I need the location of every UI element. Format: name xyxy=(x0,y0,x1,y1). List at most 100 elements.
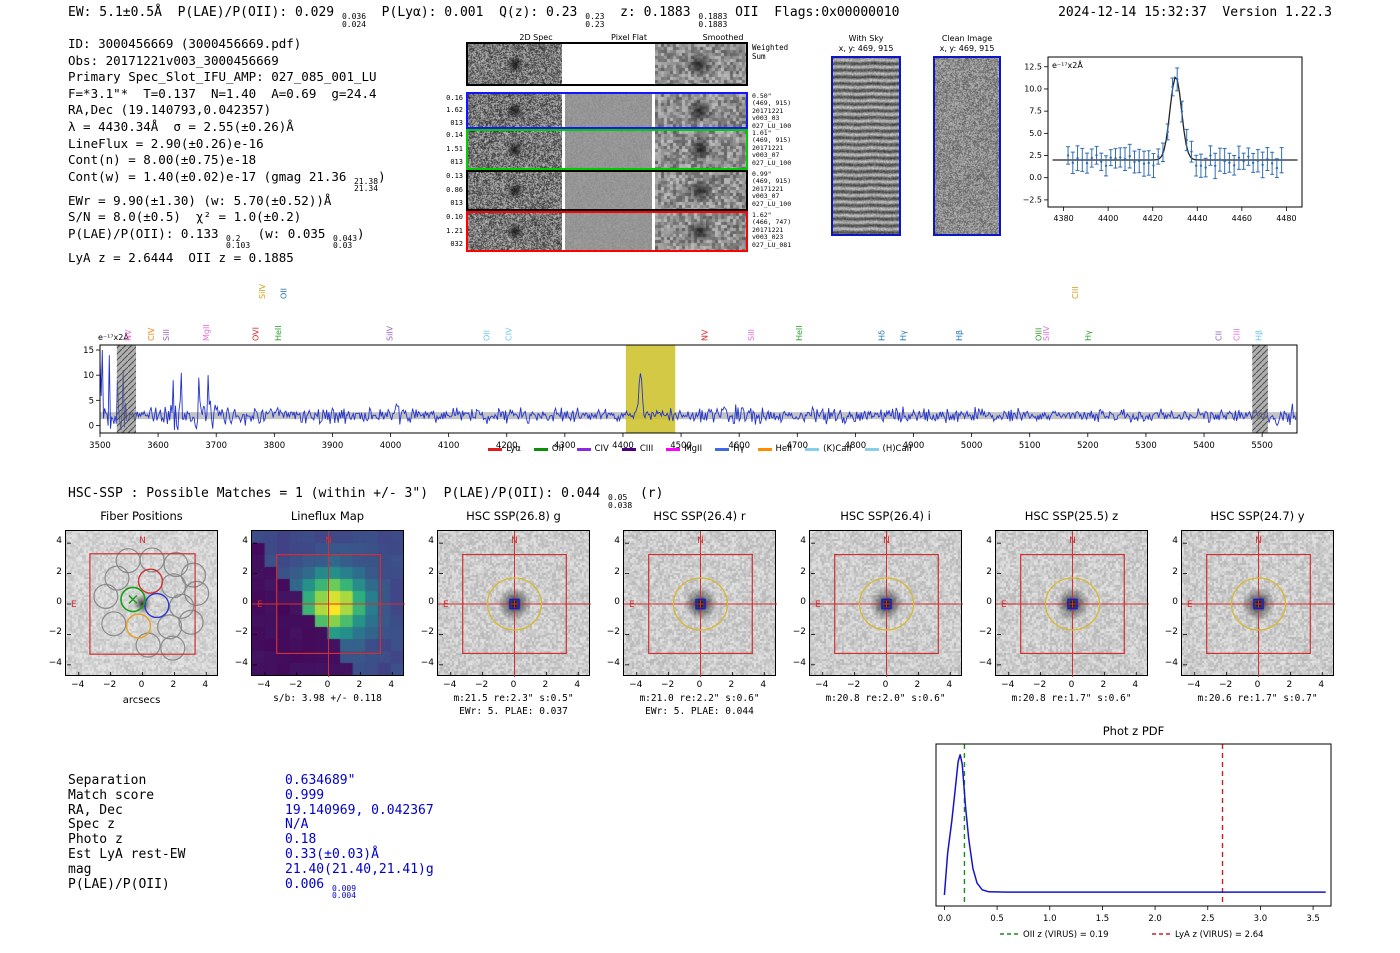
tick-label: 3.0 xyxy=(1254,914,1268,924)
spec2d-col-title: Smoothed xyxy=(702,33,744,42)
emission-line-label: SiIV xyxy=(385,325,394,341)
tick-label: 4100 xyxy=(438,441,460,451)
info-line: F=*3.1"* T=0.137 N=1.40 A=0.69 g=24.4 xyxy=(68,85,377,101)
cutout-overlay: NE xyxy=(624,531,777,677)
info-line: RA,Dec (19.140793,0.042357) xyxy=(68,102,272,118)
compass-east-label: E xyxy=(629,600,635,610)
data-point xyxy=(1176,78,1179,81)
tick-label: 10.0 xyxy=(1024,84,1042,93)
data-point xyxy=(1133,160,1136,164)
tick-label: −2 xyxy=(846,680,861,690)
tick-label: −2 xyxy=(978,627,992,638)
tick-label: 2.0 xyxy=(1148,914,1162,924)
tick-label: 0.0 xyxy=(938,914,952,924)
match-field-value: 0.999 xyxy=(285,787,325,803)
aperture-ellipse xyxy=(672,577,729,631)
compass-north-label: N xyxy=(1255,536,1262,546)
sky-panel-image xyxy=(831,56,901,236)
tick-label: 4 xyxy=(574,680,581,690)
legend-color-swatch xyxy=(533,447,548,451)
tick-label: −2 xyxy=(48,627,62,638)
tick-label: 4 xyxy=(946,680,953,690)
tick-label: 2.5 xyxy=(1029,151,1042,160)
info-line: Obs: 20171221v003_3000456669 xyxy=(68,52,279,68)
tick-label: −2 xyxy=(420,627,434,638)
emission-line-label: CIV xyxy=(147,327,156,341)
spec2d-strip-smoothed xyxy=(655,131,746,168)
tick-label: 2 xyxy=(914,680,921,690)
tick-label: −4 xyxy=(48,657,62,668)
tick-label: −4 xyxy=(629,680,643,690)
extraction-box xyxy=(1206,553,1311,655)
spec2d-row xyxy=(466,170,748,211)
tick-label: −4 xyxy=(1164,657,1178,668)
legend-item: (K)CaII xyxy=(805,444,852,454)
tick-label: 2 xyxy=(242,566,248,577)
tick-label: 3.5 xyxy=(1306,914,1320,924)
spec2d-strip-pixelflat xyxy=(565,131,652,168)
tick-label: 0 xyxy=(986,597,992,607)
tick-label: 4200 xyxy=(496,441,518,451)
emission-line-label: SiII xyxy=(747,329,756,341)
tick-label: 3800 xyxy=(264,441,286,451)
data-point xyxy=(1138,159,1141,163)
cutout-caption: s/b: 3.98 +/- 0.118 xyxy=(273,693,382,704)
tick-label: 4 xyxy=(986,536,992,547)
extraction-box xyxy=(648,553,753,655)
tick-label: 4 xyxy=(428,536,434,547)
spec2d-row xyxy=(466,92,748,129)
emission-line-label: MgII xyxy=(202,324,211,341)
spec2d-row-weights: 0.13 0.86 013 xyxy=(446,172,463,208)
masked-band-hatch xyxy=(116,345,137,433)
emission-line-label: OIII xyxy=(1034,328,1043,341)
spectrum-svg: 0 5 10 15 3500 3600 3700 3800 3900 4000 4100 4200 43… xyxy=(83,283,1298,451)
tick-label: 4 xyxy=(202,680,209,690)
legend-item: CIII xyxy=(621,444,654,454)
emission-line-label: NV xyxy=(700,329,709,341)
tick-label: 4900 xyxy=(903,441,925,451)
match-field-value: 0.006 0.009 0.004 xyxy=(285,876,357,901)
tick-label: 0 xyxy=(1254,680,1261,690)
data-point xyxy=(1171,85,1174,89)
data-point xyxy=(1128,154,1131,158)
tick-label: 4 xyxy=(1132,680,1139,690)
tick-label: −4 xyxy=(234,657,248,668)
spec2d-row xyxy=(466,42,748,86)
tick-label: −4 xyxy=(815,680,829,690)
legend-label: (H)CaII xyxy=(882,444,912,454)
match-row: Match score 0.999 xyxy=(68,788,324,803)
info-line: λ = 4430.34Å σ = 2.55(±0.26)Å xyxy=(68,118,294,134)
legend-color-swatch xyxy=(805,447,820,451)
data-point xyxy=(1204,166,1207,169)
match-row: Est LyA rest-EW 0.33(±0.03)Å xyxy=(68,847,379,862)
emission-line-label: Hγ xyxy=(899,330,908,341)
spec2d-strip-2dspec xyxy=(468,213,562,250)
data-point xyxy=(1114,157,1117,160)
fiber-circle-green xyxy=(120,586,146,613)
match-field-label: RA, Dec xyxy=(68,802,123,818)
match-field-value: N/A xyxy=(285,817,309,833)
emission-line-label: SiII xyxy=(162,329,171,341)
legend-label: HeII xyxy=(775,444,793,454)
spec2d-strip-smoothed xyxy=(655,172,746,209)
data-point xyxy=(1266,157,1269,161)
cutout-overlay: NE xyxy=(67,536,210,676)
data-point xyxy=(1251,161,1255,165)
tick-label: 4700 xyxy=(786,441,808,451)
data-point xyxy=(1071,161,1074,165)
y-axis-unit-label: e⁻¹⁷x2Å xyxy=(1052,59,1083,70)
data-point xyxy=(1066,154,1070,157)
plot-frame xyxy=(99,344,1298,434)
cutout-title: Lineflux Map xyxy=(290,509,365,523)
spec2d-row-annotation: 0.99" (469, 915) 20171221 v003_07 027_LU_100 xyxy=(752,170,792,208)
info-line: EWr = 9.90(±1.30) (w: 5.70(±0.52))Å xyxy=(68,192,332,208)
match-field-label: Est LyA rest-EW xyxy=(68,847,186,862)
match-field-label: P(LAE)/P(OII) xyxy=(68,876,170,892)
legend-label: Hγ xyxy=(733,444,745,454)
sky-panel-image xyxy=(933,56,1001,236)
data-point xyxy=(1109,156,1112,159)
legend-label: CIII xyxy=(639,444,654,454)
extraction-box xyxy=(834,553,939,655)
